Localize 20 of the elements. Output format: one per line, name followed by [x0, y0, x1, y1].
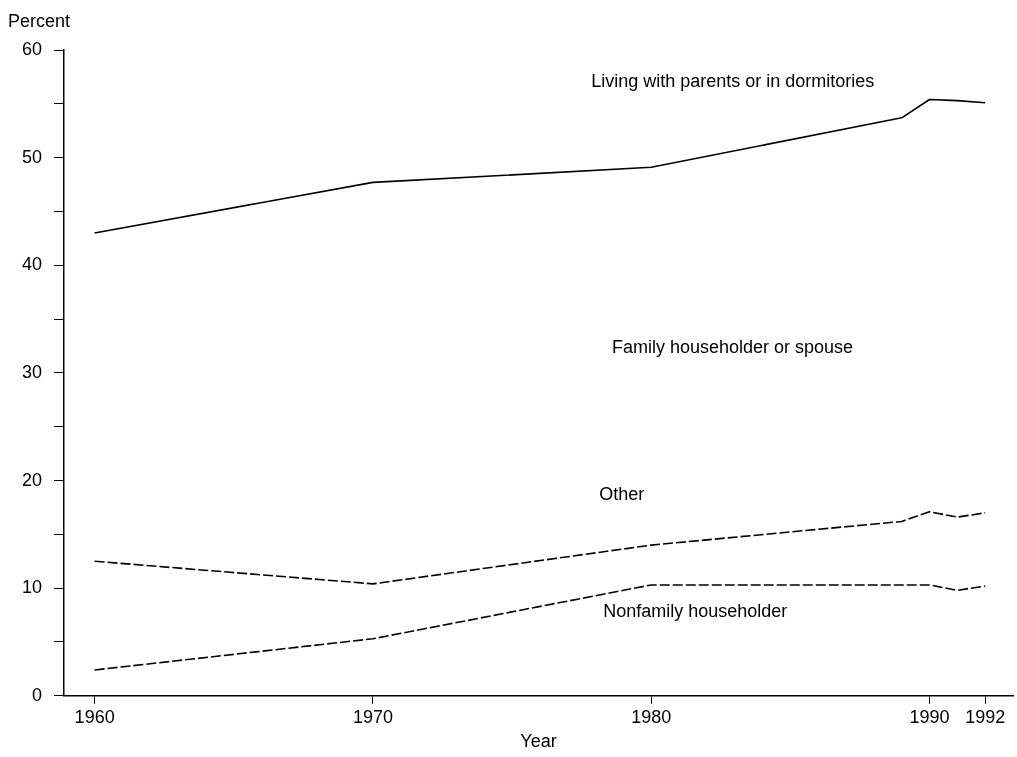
line-series: [93, 510, 986, 585]
y-tick-label: 20: [21, 469, 43, 490]
y-tick-label: 10: [21, 577, 43, 598]
x-tick-label: 1980: [631, 706, 672, 727]
x-tick-label: 1960: [74, 706, 115, 727]
annotation: Family householder or spouse: [612, 336, 854, 357]
text: Other: [599, 484, 645, 505]
y-axis-title: Percent: [8, 10, 71, 31]
y-tick-label: 50: [21, 146, 43, 167]
y-tick-label: 40: [21, 254, 43, 275]
series-label: Living with parents or in dormitories: [591, 71, 875, 92]
line-series: [93, 584, 986, 671]
x-tick-label: 1990: [909, 706, 950, 727]
x-tick-label: 1970: [352, 706, 393, 727]
y-tick-label: 30: [21, 361, 43, 382]
y-tick-label: 60: [21, 38, 43, 59]
x-tick-label: 1992: [965, 706, 1006, 727]
y-tick-label: 0: [32, 684, 43, 705]
x-axis-title: Year: [520, 731, 557, 752]
series-label: Nonfamily householder: [603, 600, 788, 621]
